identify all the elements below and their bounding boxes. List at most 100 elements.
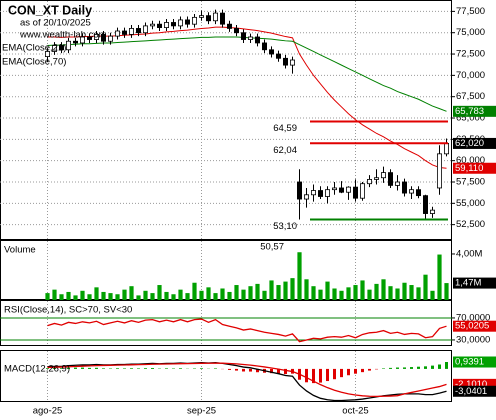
candle-body (128, 28, 134, 35)
histogram-bar (74, 367, 77, 369)
volume-bar (325, 281, 330, 300)
histogram-bar (144, 368, 147, 369)
candle-body (240, 32, 246, 40)
candle-body (45, 51, 51, 57)
candle-body (247, 36, 253, 40)
candle-body (296, 181, 302, 200)
value-box (453, 378, 496, 390)
candle-body (275, 53, 281, 59)
histogram-bar (396, 367, 399, 369)
panel-title: MACD(12,26,9) (4, 364, 70, 375)
candle-body (94, 34, 100, 40)
value-box (453, 320, 496, 332)
value-box (453, 277, 496, 289)
histogram-bar (410, 367, 413, 369)
candle-body (191, 16, 197, 25)
histogram-bar (326, 368, 329, 382)
volume-bar (122, 289, 127, 300)
candle-body (289, 59, 295, 66)
candle-body (408, 189, 414, 194)
volume-bar (276, 285, 281, 300)
x-tick-label: sep-25 (187, 406, 216, 417)
panel-title: RSI(Close,14), SC>70, SV<30 (4, 305, 132, 316)
candle-body (149, 23, 155, 27)
value-box-label: 55,0205 (455, 321, 489, 332)
volume-bar (115, 294, 120, 300)
legend-entry: EMA(Close,70) (2, 57, 66, 68)
level-label: 62,04 (273, 145, 297, 156)
candle-body (87, 36, 93, 40)
value-box (453, 137, 496, 149)
subtitle: as of 20/10/2025 (20, 18, 91, 29)
candle-body (443, 143, 449, 155)
candle-body (310, 190, 316, 196)
volume-bar (290, 278, 295, 300)
candle-body (135, 28, 141, 34)
value-box-label: 0,9391 (455, 357, 484, 368)
candle-body (373, 177, 379, 180)
candle-body (303, 194, 309, 200)
histogram-bar (368, 368, 371, 371)
volume-bar (157, 285, 162, 300)
candle-body (338, 187, 344, 193)
histogram-bar (60, 368, 63, 369)
volume-bar (80, 290, 85, 300)
histogram-bar (102, 368, 105, 369)
volume-bar (430, 290, 435, 300)
y-tick-label: 67,500 (456, 91, 485, 102)
candle-body (101, 34, 107, 42)
volume-bar (346, 287, 351, 300)
histogram-bar (270, 368, 273, 374)
candle-body (212, 12, 218, 22)
histogram-bar (284, 368, 287, 375)
y-tick-label: 70,0000 (456, 312, 490, 323)
histogram-bar (179, 368, 182, 369)
y-tick-label: 60,000 (456, 155, 485, 166)
histogram-bar (445, 362, 448, 369)
y-tick-label: 55,000 (456, 198, 485, 209)
volume-bar (171, 294, 176, 300)
histogram-bar (165, 368, 168, 369)
value-box (453, 385, 496, 397)
histogram-bar (438, 364, 441, 369)
candle-body (52, 45, 58, 52)
line-series (47, 36, 447, 112)
volume-bar (269, 280, 274, 300)
panel-frame (0, 0, 452, 240)
volume-bar (150, 293, 155, 300)
volume-bar (185, 293, 190, 300)
candle-body (66, 40, 72, 51)
volume-bar (199, 290, 204, 300)
line-series (47, 318, 447, 343)
volume-bar (416, 287, 421, 300)
candle-body (261, 42, 267, 51)
volume-bar (59, 294, 64, 300)
volume-bar (136, 295, 141, 300)
histogram-bar (249, 368, 252, 372)
candle-body (184, 19, 190, 25)
volume-bar (164, 291, 169, 300)
candle-body (387, 172, 393, 186)
y-tick-label: 30,0000 (456, 334, 490, 345)
candle-body (59, 45, 65, 51)
candle-body (205, 15, 211, 22)
x-tick-label: oct-25 (342, 406, 368, 417)
volume-bar (283, 281, 288, 300)
volume-bar (94, 287, 99, 300)
volume-bar (437, 254, 442, 300)
volume-bar (87, 294, 92, 300)
histogram-bar (46, 368, 49, 369)
chart-title: CON_XT Daily (8, 3, 92, 17)
value-box-label: 62,020 (455, 138, 484, 149)
y-tick-label: 77,500 (456, 6, 485, 17)
volume-bar (227, 291, 232, 300)
candle-body (331, 187, 337, 191)
candle-body (268, 49, 274, 55)
candle-body (282, 57, 288, 66)
volume-bar (367, 289, 372, 300)
histogram-bar (116, 368, 119, 369)
value-box-label: 59,110 (455, 163, 483, 174)
histogram-bar (319, 368, 322, 383)
candle-body (156, 23, 162, 28)
